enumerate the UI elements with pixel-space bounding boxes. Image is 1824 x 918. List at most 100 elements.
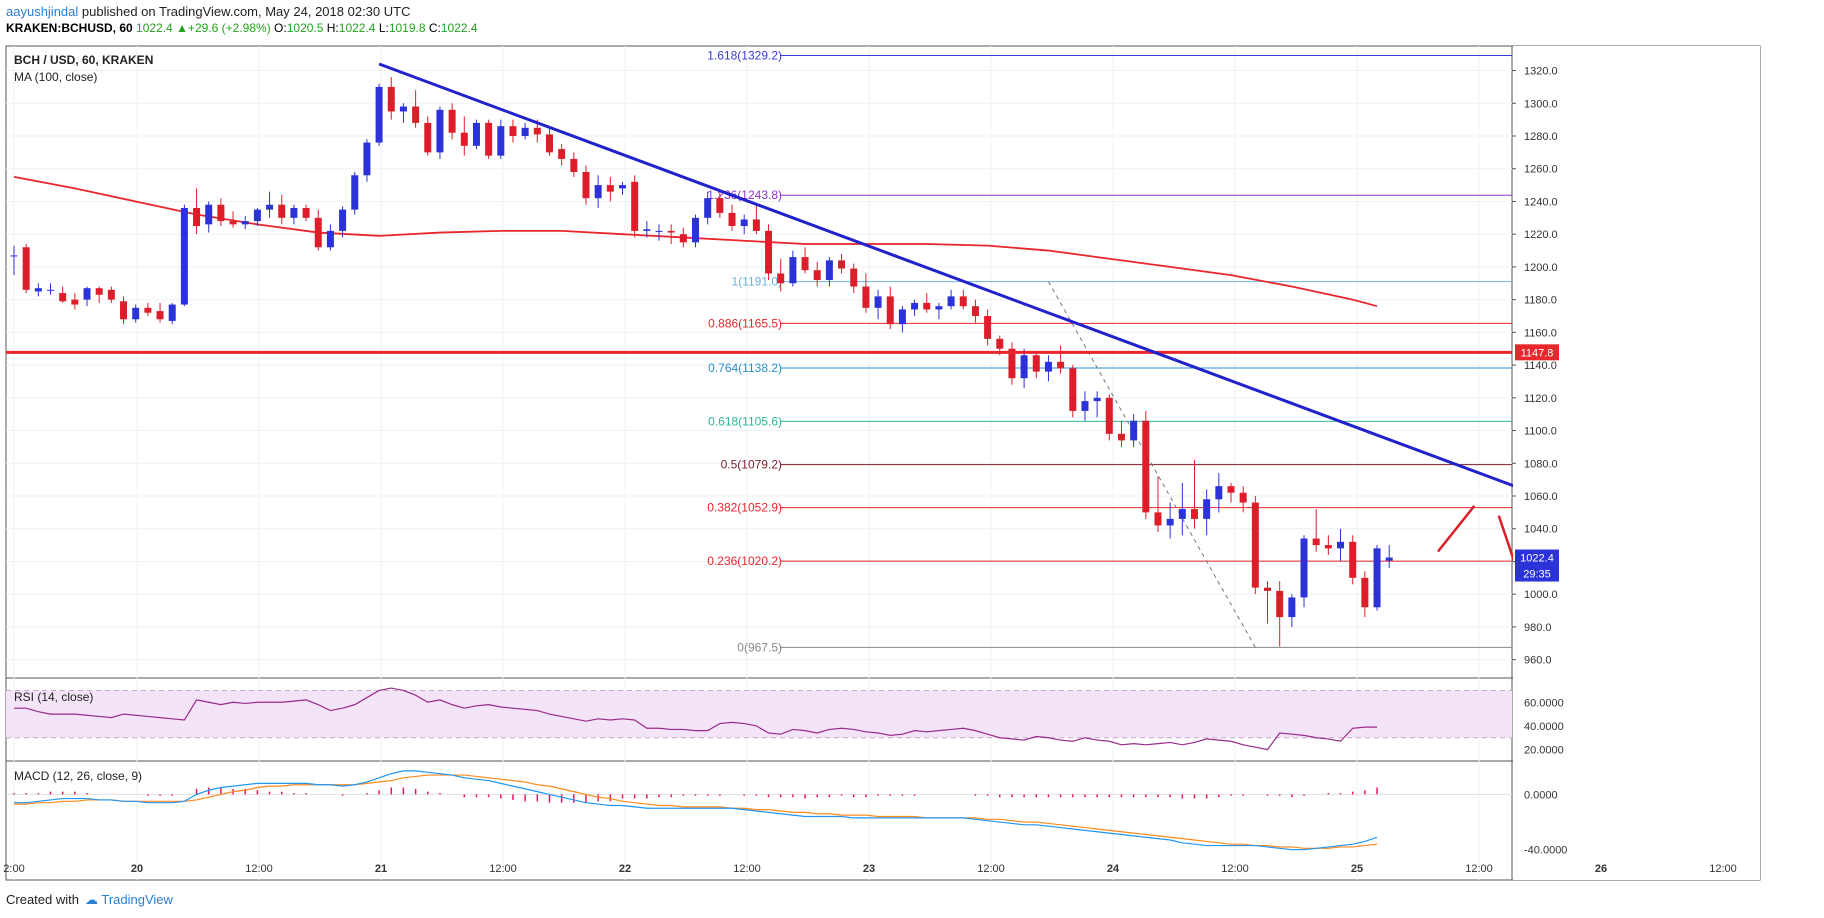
candle-body — [521, 127, 529, 136]
time-tick-label: 23 — [863, 863, 875, 875]
open-value: 1020.5 — [286, 21, 324, 35]
candle-body — [619, 185, 626, 189]
price-tick-label: 1280.0 — [1524, 131, 1558, 143]
macd-line — [14, 770, 1378, 851]
tradingview-logo-icon[interactable]: ☁ — [84, 892, 98, 907]
price-tag-label: 1147.8 — [1521, 347, 1554, 359]
time-tick-label: 21 — [375, 863, 387, 875]
price-tag-box — [1515, 549, 1559, 566]
price-tick-label: 1000.0 — [1524, 589, 1558, 601]
candle-body — [193, 208, 201, 226]
price-tick-label: 1140.0 — [1524, 360, 1557, 372]
candle-body — [59, 293, 67, 302]
axes: 960.0980.01000.01020.01040.01060.01080.0… — [3, 46, 1760, 880]
candle-body — [472, 122, 480, 146]
candle-body — [1044, 361, 1052, 372]
candle-body — [302, 208, 310, 218]
candle-body — [606, 185, 614, 192]
indicator-lines — [6, 687, 1512, 851]
candle-body — [1227, 486, 1235, 493]
last-price: 1022.4 — [136, 21, 173, 35]
countdown-label: 29:35 — [1523, 569, 1551, 581]
price-tick-label: 1260.0 — [1524, 164, 1558, 176]
price-tag-box — [1515, 344, 1559, 361]
candle-body — [229, 221, 237, 225]
candle-body — [971, 306, 979, 316]
candle-body — [47, 289, 55, 291]
time-tick-label: 22 — [619, 863, 631, 875]
high-value: 1022.4 — [338, 21, 376, 35]
candle-body — [704, 198, 712, 218]
time-tick-label: 20 — [131, 863, 143, 875]
candle-body — [1264, 587, 1272, 591]
candle-body — [570, 158, 578, 172]
candlestick-series[interactable] — [10, 77, 1393, 647]
price-tick-label: 1320.0 — [1524, 66, 1558, 78]
time-tick-label: 12:00 — [1709, 863, 1737, 875]
author-link[interactable]: aayushjindal — [6, 4, 79, 19]
candle-body — [1105, 397, 1113, 434]
candle-body — [1288, 597, 1296, 618]
candle-body — [679, 234, 687, 243]
candle-body — [107, 289, 115, 300]
candle-body — [253, 209, 261, 222]
price-tag-label: 1022.4 — [1520, 553, 1554, 565]
price-tick-label: 1080.0 — [1524, 458, 1558, 470]
candle-body — [1130, 420, 1138, 441]
ohlc-bar: KRAKEN:BCHUSD, 60 1022.4 ▲+29.6 (+2.98%)… — [6, 21, 478, 35]
candle-body — [898, 309, 906, 325]
candle-body — [1373, 548, 1381, 608]
candle-body — [1020, 355, 1028, 379]
candle-body — [375, 86, 383, 143]
candle-body — [448, 109, 456, 133]
candle-body — [558, 149, 566, 159]
pane-legends: BCH / USD, 60, KRAKEN MA (100, close) RS… — [14, 53, 153, 783]
candle-body — [911, 302, 919, 310]
candle-body — [1032, 355, 1040, 372]
candle-body — [813, 270, 821, 280]
publish-header: aayushjindal published on TradingView.co… — [6, 4, 410, 19]
candle-body — [667, 230, 675, 233]
time-tick-label: 26 — [1595, 863, 1607, 875]
candle-body — [923, 302, 931, 310]
countdown-box — [1515, 565, 1559, 582]
fib-label-0.382: 0.382(1052.9) — [707, 501, 782, 515]
drawings[interactable] — [6, 62, 1573, 589]
candle-body — [71, 299, 79, 305]
candle-body — [10, 255, 18, 257]
candle-body — [205, 204, 213, 225]
candle-body — [850, 268, 858, 287]
candle-body — [326, 230, 334, 248]
fib-label-0.886: 0.886(1165.5) — [708, 316, 782, 330]
time-tick-label: 12:00 — [245, 863, 273, 875]
close-value: 1022.4 — [440, 21, 478, 35]
rsi-band — [6, 689, 1512, 739]
tradingview-brand-link[interactable]: TradingView — [101, 892, 173, 907]
rsi-tick-label: 40.0000 — [1524, 721, 1564, 733]
candle-body — [545, 134, 553, 153]
candle-body — [95, 288, 103, 295]
candle-body — [460, 132, 468, 146]
candle-body — [740, 219, 748, 226]
candle-body — [752, 219, 760, 231]
low-value: 1019.8 — [388, 21, 426, 35]
time-tick-label: 12:00 — [977, 863, 1005, 875]
candle-body — [1385, 557, 1393, 561]
candle-body — [996, 338, 1004, 349]
low-label: L: — [378, 21, 389, 35]
macd-tick-label: -40.0000 — [1524, 845, 1567, 857]
time-tick-label: 12:00 — [489, 863, 517, 875]
candle-body — [1239, 492, 1247, 503]
candle-body — [144, 307, 152, 313]
candle-body — [801, 257, 809, 271]
close-label: C: — [428, 21, 441, 35]
fib-trend-line — [1048, 281, 1256, 648]
candle-body — [485, 122, 493, 156]
candle-body — [862, 286, 870, 308]
candle-body — [1142, 420, 1150, 513]
candle-body — [1324, 545, 1332, 549]
candle-body — [1081, 401, 1089, 411]
candle-body — [1276, 590, 1284, 618]
